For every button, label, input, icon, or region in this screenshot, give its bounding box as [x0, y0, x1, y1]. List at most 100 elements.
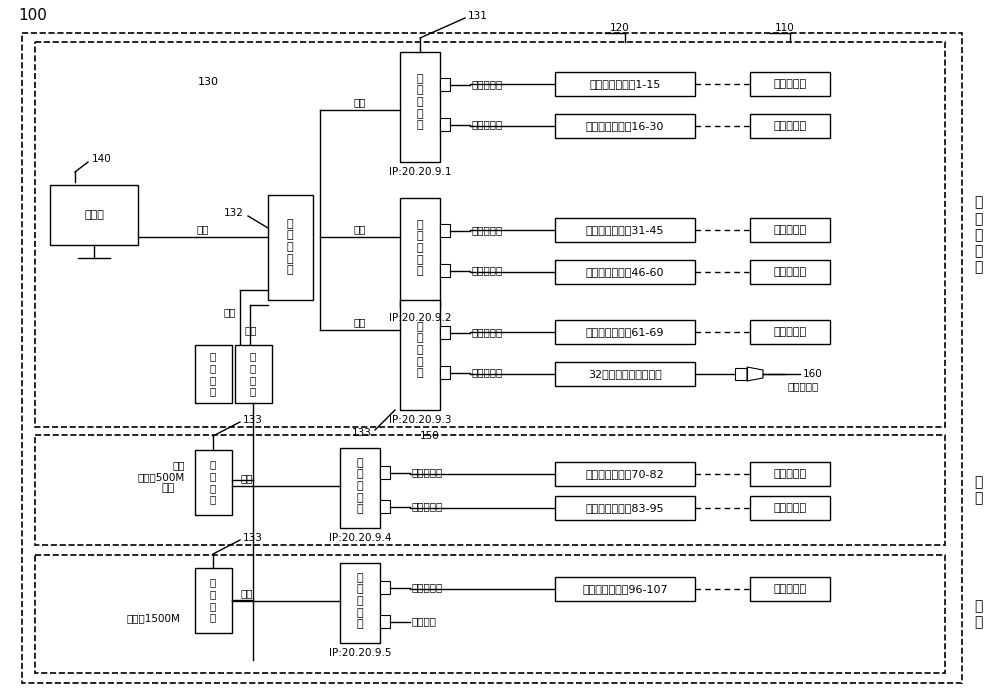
Text: 网线: 网线	[354, 97, 366, 107]
Text: IP:20.20.9.5: IP:20.20.9.5	[329, 648, 391, 658]
Text: 备用串口: 备用串口	[412, 617, 437, 626]
Bar	[555, 72, 695, 96]
Text: 网线: 网线	[354, 317, 366, 327]
Bar	[750, 72, 830, 96]
Text: 气体探测器: 气体探测器	[773, 503, 807, 513]
Text: 中
央
控
制
室: 中 央 控 制 室	[974, 195, 982, 274]
Text: 网线: 网线	[224, 307, 236, 317]
Bar	[440, 264, 450, 277]
Text: 串
口
服
务
器: 串 口 服 务 器	[417, 73, 423, 130]
Text: 光
纤
模
块: 光 纤 模 块	[250, 351, 256, 396]
Text: IP:20.20.9.1: IP:20.20.9.1	[389, 167, 451, 177]
Text: 屏蔽信号线: 屏蔽信号线	[472, 328, 503, 337]
Text: 气体探测器: 气体探测器	[773, 225, 807, 235]
Text: 气体探测器: 气体探测器	[773, 327, 807, 337]
Text: 120: 120	[610, 23, 630, 33]
Bar	[750, 218, 830, 242]
Bar	[555, 496, 695, 520]
Bar	[750, 320, 830, 344]
Bar	[750, 462, 830, 486]
Text: 屏蔽信号线: 屏蔽信号线	[412, 468, 443, 477]
Bar	[555, 362, 695, 386]
Text: 160: 160	[803, 369, 823, 379]
Text: 光
纤
模
块: 光 纤 模 块	[210, 459, 216, 505]
Bar	[340, 563, 380, 643]
Text: 码
头: 码 头	[974, 599, 982, 629]
Bar	[750, 496, 830, 520]
Bar	[440, 78, 450, 91]
Bar	[440, 224, 450, 237]
Bar	[195, 568, 232, 633]
Text: 网线: 网线	[241, 473, 253, 483]
Text: 屏蔽信号线: 屏蔽信号线	[472, 265, 503, 276]
Text: 报警仪表：地址31-45: 报警仪表：地址31-45	[586, 225, 664, 235]
Text: 光纤: 光纤	[173, 460, 185, 470]
Text: 网线: 网线	[354, 224, 366, 234]
Text: 131: 131	[468, 11, 488, 21]
Text: IP:20.20.9.3: IP:20.20.9.3	[389, 415, 451, 425]
Bar	[235, 345, 272, 403]
Text: 150: 150	[420, 431, 440, 441]
Bar	[555, 114, 695, 138]
Bar	[750, 260, 830, 284]
Text: 网线: 网线	[241, 588, 253, 598]
Text: 网线: 网线	[197, 224, 209, 234]
Bar	[750, 577, 830, 601]
Text: 屏蔽信号线: 屏蔽信号线	[472, 367, 503, 378]
Bar	[195, 345, 232, 403]
Bar	[555, 260, 695, 284]
Bar	[268, 195, 313, 300]
Text: IP:20.20.9.4: IP:20.20.9.4	[329, 533, 391, 543]
Text: 140: 140	[92, 154, 112, 164]
Text: 气体探测器: 气体探测器	[773, 584, 807, 594]
Bar	[555, 218, 695, 242]
Bar	[400, 52, 440, 162]
Bar	[750, 114, 830, 138]
Text: 100: 100	[18, 8, 47, 24]
Text: 距离约500M: 距离约500M	[138, 472, 185, 482]
Text: 报警仪表：地址96-107: 报警仪表：地址96-107	[582, 584, 668, 594]
Text: 屏蔽信号线: 屏蔽信号线	[412, 583, 443, 593]
Text: 133: 133	[243, 415, 263, 425]
Text: 光
纤
模
块: 光 纤 模 块	[210, 351, 216, 396]
Text: 屏蔽信号线: 屏蔽信号线	[472, 80, 503, 89]
Bar	[555, 320, 695, 344]
Text: 报警仪表：地址1-15: 报警仪表：地址1-15	[589, 79, 661, 89]
Bar	[35, 555, 945, 673]
Bar	[555, 577, 695, 601]
Bar	[195, 450, 232, 515]
Text: 报警仪表：地址61-69: 报警仪表：地址61-69	[586, 327, 664, 337]
Text: 报警仪表：地址83-95: 报警仪表：地址83-95	[586, 503, 664, 513]
Text: 130: 130	[198, 77, 219, 87]
Bar	[340, 448, 380, 528]
Text: 133: 133	[352, 428, 372, 438]
Bar	[35, 435, 945, 545]
Bar	[380, 581, 390, 594]
Text: 网线: 网线	[244, 325, 257, 335]
Text: 报警仪表：地址70-82: 报警仪表：地址70-82	[586, 469, 664, 479]
Text: 声光报警器: 声光报警器	[788, 381, 819, 391]
Text: 屏蔽信号线: 屏蔽信号线	[472, 225, 503, 236]
Text: 气体探测器: 气体探测器	[773, 121, 807, 131]
Bar	[380, 500, 390, 513]
Text: 气体探测器: 气体探测器	[773, 79, 807, 89]
Text: 串
口
服
务
器: 串 口 服 务 器	[417, 220, 423, 277]
Text: IP:20.20.9.2: IP:20.20.9.2	[389, 313, 451, 323]
Text: 32路控制信号输出模块: 32路控制信号输出模块	[588, 369, 662, 379]
Bar	[400, 300, 440, 410]
Text: 屏蔽信号线: 屏蔽信号线	[472, 119, 503, 130]
Text: 距离约1500M: 距离约1500M	[126, 613, 180, 623]
Bar	[380, 615, 390, 628]
Text: 气体探测器: 气体探测器	[773, 267, 807, 277]
Bar	[440, 118, 450, 131]
Text: 串
口
服
务
器: 串 口 服 务 器	[357, 573, 363, 629]
Bar	[735, 368, 747, 380]
Bar	[400, 198, 440, 308]
Text: 八
口
交
换
机: 八 口 交 换 机	[287, 219, 293, 275]
Text: 串
口
服
务
器: 串 口 服 务 器	[357, 458, 363, 514]
Bar	[50, 185, 138, 245]
Text: 报警仪表：地址16-30: 报警仪表：地址16-30	[586, 121, 664, 131]
Text: 133: 133	[243, 533, 263, 543]
Text: 屏蔽信号线: 屏蔽信号线	[412, 502, 443, 511]
Text: 报警仪表：地址46-60: 报警仪表：地址46-60	[586, 267, 664, 277]
